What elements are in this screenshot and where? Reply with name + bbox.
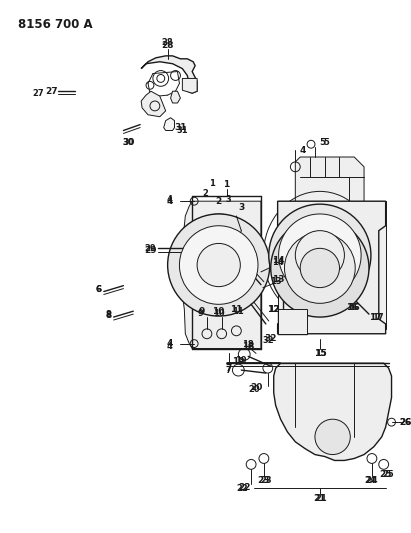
Text: 9: 9 [197,309,203,318]
Text: 24: 24 [364,475,376,484]
Text: 5: 5 [320,138,326,147]
Circle shape [315,419,350,455]
Text: 25: 25 [383,470,395,479]
Text: 30: 30 [122,138,134,147]
Circle shape [296,231,344,280]
Text: 17: 17 [369,312,382,321]
Text: 2: 2 [202,189,208,198]
Text: 2: 2 [216,197,222,206]
Text: 14: 14 [272,256,285,264]
Polygon shape [296,157,364,262]
Text: 28: 28 [162,38,173,46]
Text: 8156 700 A: 8156 700 A [18,18,93,30]
Polygon shape [171,91,180,103]
Text: 27: 27 [32,88,44,98]
Circle shape [197,244,240,287]
Text: 7: 7 [226,366,231,375]
Polygon shape [164,118,175,131]
Text: 29: 29 [145,246,157,255]
Text: 9: 9 [199,306,205,316]
Circle shape [269,204,371,306]
Text: 11: 11 [230,305,242,314]
Text: 20: 20 [250,383,262,392]
Bar [277,201,386,329]
Text: 15: 15 [315,349,327,358]
Text: 12: 12 [268,305,279,314]
Text: 4: 4 [300,146,306,155]
Text: 20: 20 [248,385,260,394]
Polygon shape [141,91,166,117]
Text: 13: 13 [270,277,282,286]
Text: 25: 25 [379,470,392,479]
Text: 6: 6 [96,285,102,294]
Text: 31: 31 [174,123,187,132]
Text: 8: 8 [106,311,112,320]
Circle shape [284,232,355,303]
Text: 23: 23 [258,475,270,484]
Text: 15: 15 [314,349,326,358]
Text: 16: 16 [346,303,358,312]
Text: 6: 6 [96,285,102,294]
Polygon shape [182,78,197,93]
Text: 8: 8 [106,310,112,319]
Text: 18: 18 [242,340,254,349]
Text: 14: 14 [272,257,284,266]
Text: 12: 12 [268,305,280,314]
Circle shape [300,248,339,288]
Text: 29: 29 [144,244,156,253]
Text: 19: 19 [236,356,247,365]
Text: 21: 21 [314,494,326,503]
Circle shape [168,214,270,316]
Text: 11: 11 [233,306,244,316]
Text: 32: 32 [262,336,274,345]
Text: 3: 3 [226,195,231,204]
Text: 26: 26 [399,418,411,426]
Bar [277,309,307,334]
Text: 4: 4 [166,197,173,206]
Text: 18: 18 [242,342,254,351]
Text: 16: 16 [349,303,360,312]
Text: 1: 1 [224,180,230,189]
Polygon shape [180,201,261,349]
Polygon shape [277,201,386,334]
Text: 22: 22 [238,483,250,492]
Circle shape [180,226,258,304]
Text: 7: 7 [225,364,232,373]
Text: 3: 3 [238,203,245,212]
Text: 26: 26 [399,418,411,426]
Text: 13: 13 [272,275,285,284]
Text: 10: 10 [213,309,224,318]
Polygon shape [141,56,197,93]
Text: 4: 4 [167,342,173,351]
Text: 23: 23 [260,475,272,484]
Circle shape [271,219,369,317]
Text: 4: 4 [166,339,173,348]
Text: 21: 21 [315,494,327,503]
Text: 4: 4 [167,195,173,204]
Text: 1: 1 [209,179,215,188]
Text: 5: 5 [324,138,330,147]
Polygon shape [226,363,392,461]
Text: 24: 24 [366,475,378,484]
Text: 27: 27 [46,87,58,96]
Text: 19: 19 [232,357,245,366]
Text: 17: 17 [372,312,383,321]
Text: 22: 22 [236,484,248,494]
Text: 10: 10 [212,306,225,316]
Text: 31: 31 [177,126,188,135]
Circle shape [279,214,361,296]
Text: 28: 28 [162,41,174,50]
Text: 30: 30 [122,138,134,147]
Text: 32: 32 [265,334,277,343]
